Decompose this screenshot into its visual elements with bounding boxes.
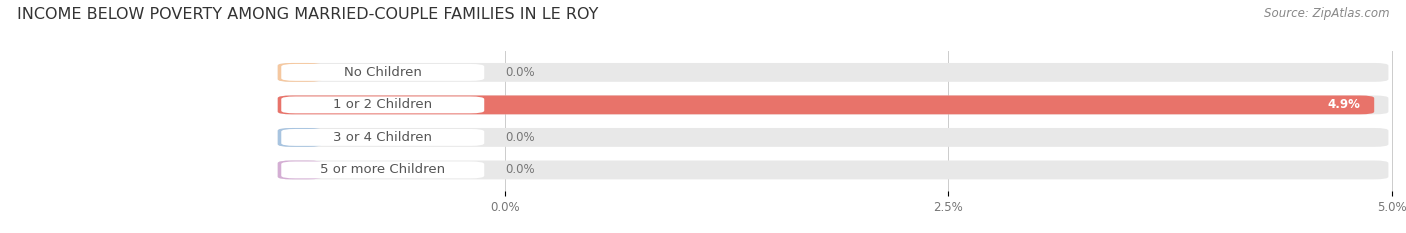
- Text: 0.0%: 0.0%: [506, 66, 536, 79]
- Text: Source: ZipAtlas.com: Source: ZipAtlas.com: [1264, 7, 1389, 20]
- FancyBboxPatch shape: [278, 128, 1388, 147]
- FancyBboxPatch shape: [281, 161, 484, 178]
- Text: 4.9%: 4.9%: [1327, 98, 1360, 111]
- FancyBboxPatch shape: [278, 96, 1388, 114]
- FancyBboxPatch shape: [281, 96, 484, 113]
- FancyBboxPatch shape: [278, 161, 1388, 179]
- FancyBboxPatch shape: [278, 96, 1374, 114]
- FancyBboxPatch shape: [281, 129, 484, 146]
- Text: 0.0%: 0.0%: [506, 131, 536, 144]
- FancyBboxPatch shape: [278, 63, 322, 82]
- Text: 0.0%: 0.0%: [506, 163, 536, 176]
- FancyBboxPatch shape: [278, 63, 1388, 82]
- FancyBboxPatch shape: [281, 64, 484, 81]
- Text: 3 or 4 Children: 3 or 4 Children: [333, 131, 432, 144]
- Text: No Children: No Children: [344, 66, 422, 79]
- Text: 5 or more Children: 5 or more Children: [321, 163, 446, 176]
- FancyBboxPatch shape: [278, 128, 322, 147]
- FancyBboxPatch shape: [278, 161, 322, 179]
- Text: INCOME BELOW POVERTY AMONG MARRIED-COUPLE FAMILIES IN LE ROY: INCOME BELOW POVERTY AMONG MARRIED-COUPL…: [17, 7, 598, 22]
- Text: 1 or 2 Children: 1 or 2 Children: [333, 98, 432, 111]
